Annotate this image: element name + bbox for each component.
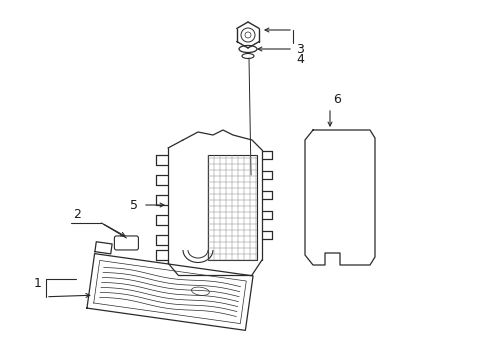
Text: 1: 1: [34, 277, 41, 290]
Text: 2: 2: [73, 208, 81, 221]
Text: 3: 3: [295, 43, 303, 56]
Text: 5: 5: [130, 198, 138, 212]
Bar: [207, 155, 257, 260]
Text: 4: 4: [295, 53, 303, 66]
Text: 6: 6: [332, 93, 340, 106]
